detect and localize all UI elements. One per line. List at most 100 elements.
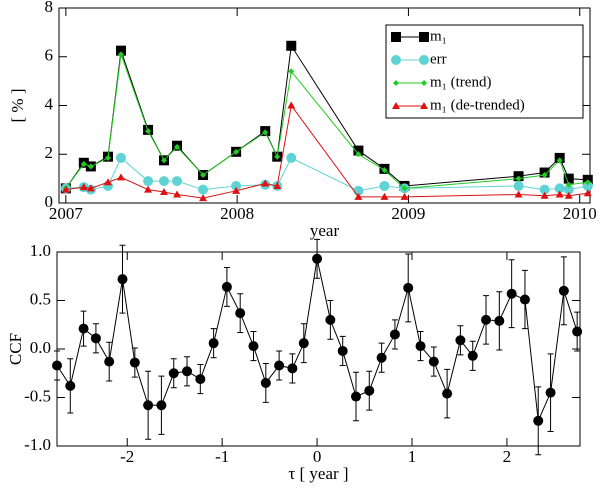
marker: [565, 181, 572, 188]
y-tick-label: 0: [45, 192, 54, 211]
marker: [354, 192, 363, 200]
marker: [129, 357, 140, 368]
marker: [376, 352, 387, 363]
marker: [78, 323, 89, 334]
marker: [403, 282, 414, 293]
marker: [104, 356, 115, 367]
marker: [380, 192, 389, 200]
y-tick-label: 2: [45, 143, 54, 162]
marker: [515, 175, 522, 182]
marker: [350, 391, 361, 402]
y-tick-label: 1.0: [30, 241, 51, 260]
marker: [389, 329, 400, 340]
marker: [116, 45, 127, 56]
marker: [248, 341, 259, 352]
marker: [116, 152, 127, 163]
marker: [161, 157, 168, 164]
marker: [391, 55, 401, 65]
marker: [325, 314, 336, 325]
marker: [415, 341, 426, 352]
marker: [421, 80, 427, 86]
marker: [160, 188, 169, 196]
x-tick-label: -2: [120, 447, 134, 466]
y-axis-label: [ % ]: [8, 89, 27, 123]
marker: [61, 185, 70, 193]
marker: [545, 387, 556, 398]
marker: [168, 368, 179, 379]
x-tick-label: 1: [408, 447, 417, 466]
marker: [235, 308, 246, 319]
marker: [494, 315, 505, 326]
marker: [392, 102, 400, 109]
marker: [419, 32, 429, 42]
marker: [65, 380, 76, 391]
x-axis-label: year: [310, 221, 340, 240]
marker: [419, 55, 429, 65]
y-tick-label: 0.5: [30, 289, 51, 308]
marker: [286, 152, 297, 163]
marker: [159, 176, 170, 187]
marker: [231, 180, 242, 191]
marker: [286, 40, 297, 51]
x-tick-label: 2008: [220, 204, 254, 223]
marker: [287, 101, 296, 109]
marker: [533, 415, 544, 426]
marker: [174, 143, 181, 150]
marker: [353, 145, 364, 156]
marker: [274, 360, 285, 371]
marker: [195, 374, 206, 385]
marker: [200, 171, 207, 178]
marker: [391, 32, 401, 42]
marker: [221, 281, 232, 292]
x-axis-label: τ [ year ]: [288, 464, 348, 483]
marker: [156, 400, 167, 411]
x-tick-label: 2009: [391, 204, 425, 223]
marker: [563, 184, 574, 195]
marker: [428, 356, 439, 367]
marker: [52, 360, 62, 371]
marker: [558, 285, 569, 296]
marker: [262, 129, 269, 136]
marker: [513, 180, 524, 191]
marker: [104, 154, 111, 161]
marker: [379, 180, 390, 191]
marker: [583, 189, 592, 197]
y-axis-label: CCF: [6, 333, 25, 365]
marker: [584, 179, 591, 186]
marker: [572, 326, 583, 337]
legend-label: m₁ (de-trended): [430, 97, 525, 113]
marker: [582, 180, 593, 191]
y-tick-label: 0.0: [30, 338, 51, 357]
marker: [198, 184, 209, 195]
marker: [261, 179, 270, 187]
marker: [87, 163, 94, 170]
marker: [143, 400, 154, 411]
marker: [86, 184, 95, 192]
marker: [232, 186, 241, 194]
legend-label: err: [430, 51, 447, 67]
marker: [506, 288, 517, 299]
marker: [442, 388, 453, 399]
marker: [563, 173, 574, 184]
marker: [539, 184, 550, 195]
marker: [103, 178, 112, 186]
marker: [355, 151, 362, 158]
marker: [312, 253, 323, 264]
marker: [273, 181, 282, 189]
marker: [288, 68, 295, 75]
y-tick-label: -1.0: [24, 435, 51, 454]
y-tick-label: 6: [45, 46, 54, 65]
x-tick-label: 2010: [563, 204, 597, 223]
marker: [233, 148, 240, 155]
marker: [90, 333, 101, 344]
y-tick-label: -0.5: [24, 386, 51, 405]
marker: [199, 194, 208, 202]
marker: [540, 191, 549, 199]
marker: [80, 161, 87, 167]
marker: [554, 183, 565, 194]
marker: [467, 350, 478, 361]
legend-box: [385, 24, 584, 119]
marker: [260, 377, 271, 388]
marker: [541, 171, 548, 178]
marker: [519, 294, 530, 305]
